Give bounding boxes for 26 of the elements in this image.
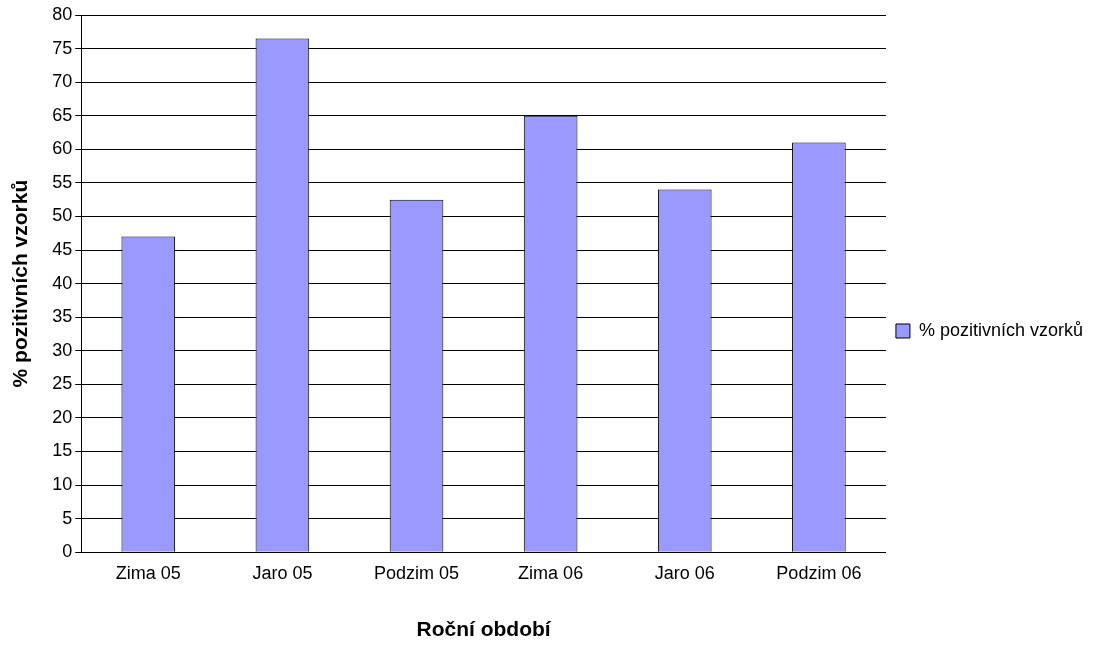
x-tick-label: Podzim 05	[374, 562, 460, 583]
x-tick-label: Jaro 05	[252, 562, 313, 583]
y-tick-label: 65	[52, 104, 73, 125]
y-tick-label: 20	[52, 406, 73, 427]
y-tick-label: 50	[52, 205, 73, 226]
y-tick-label: 55	[52, 171, 73, 192]
y-tick-label: 45	[52, 238, 73, 259]
y-tick-label: 25	[52, 373, 73, 394]
y-tick-label: 70	[52, 71, 73, 92]
y-tick-label: 30	[52, 339, 73, 360]
x-tick-label: Jaro 06	[654, 562, 715, 583]
y-axis-title: % pozitivních vzorků	[8, 179, 32, 388]
y-tick-label: 0	[62, 541, 73, 562]
y-tick-label: 10	[52, 474, 73, 495]
y-tick-label: 80	[52, 3, 73, 24]
x-tick-label: Zima 05	[115, 562, 181, 583]
y-tick-label: 15	[52, 440, 73, 461]
y-tick-label: 35	[52, 306, 73, 327]
x-axis-title: Roční období	[416, 617, 552, 641]
y-tick-label: 60	[52, 138, 73, 159]
legend-label: % pozitivních vzorků	[918, 319, 1084, 340]
x-tick-label: Zima 06	[518, 562, 584, 583]
y-tick-label: 75	[52, 37, 73, 58]
y-tick-label: 40	[52, 272, 73, 293]
y-tick-label: 5	[62, 507, 73, 528]
x-tick-label: Podzim 06	[776, 562, 862, 583]
